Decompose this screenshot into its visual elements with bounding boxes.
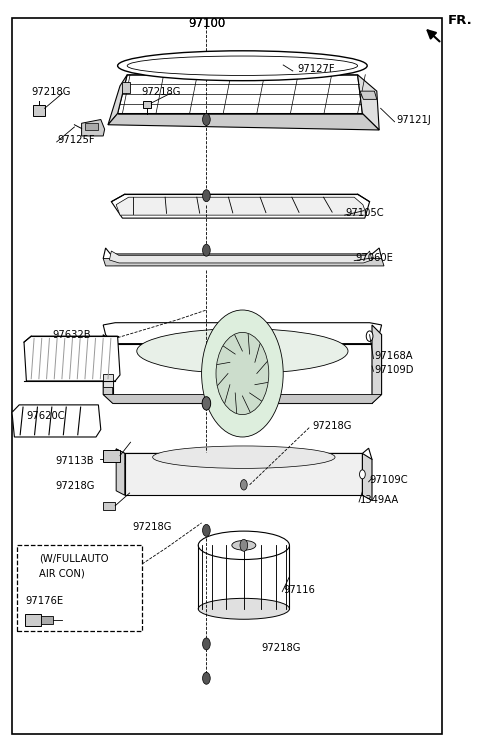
Circle shape xyxy=(240,480,247,490)
Polygon shape xyxy=(111,194,370,218)
Circle shape xyxy=(216,332,269,415)
Text: 97218G: 97218G xyxy=(55,480,95,491)
Circle shape xyxy=(203,244,210,256)
Text: 97632B: 97632B xyxy=(53,330,91,341)
Text: 97218G: 97218G xyxy=(31,87,71,97)
Text: 97176E: 97176E xyxy=(25,596,63,607)
Text: 97060E: 97060E xyxy=(355,253,393,264)
Text: (W/FULLAUTO: (W/FULLAUTO xyxy=(39,554,109,564)
Text: 97100: 97100 xyxy=(188,16,225,30)
Polygon shape xyxy=(12,405,101,437)
Polygon shape xyxy=(25,614,41,626)
Text: 97100: 97100 xyxy=(188,16,225,30)
Polygon shape xyxy=(103,450,120,462)
Polygon shape xyxy=(362,453,372,500)
Circle shape xyxy=(366,331,373,341)
Text: 97218G: 97218G xyxy=(132,521,171,532)
Polygon shape xyxy=(103,394,382,403)
Text: 97218G: 97218G xyxy=(262,643,301,654)
Text: 97121J: 97121J xyxy=(396,114,431,125)
Polygon shape xyxy=(122,82,130,93)
Text: 97113B: 97113B xyxy=(55,456,94,466)
Text: 97168A: 97168A xyxy=(374,351,413,362)
Text: AIR CON): AIR CON) xyxy=(39,568,85,579)
Polygon shape xyxy=(82,120,105,136)
Polygon shape xyxy=(113,344,372,403)
Polygon shape xyxy=(103,502,115,510)
Polygon shape xyxy=(125,453,362,495)
Polygon shape xyxy=(103,248,382,265)
Polygon shape xyxy=(116,448,372,465)
Polygon shape xyxy=(41,616,53,624)
Polygon shape xyxy=(358,75,379,130)
Ellipse shape xyxy=(153,446,335,468)
Polygon shape xyxy=(33,105,45,116)
Polygon shape xyxy=(118,75,362,114)
Ellipse shape xyxy=(198,531,289,560)
Text: 97125F: 97125F xyxy=(58,135,95,146)
Polygon shape xyxy=(108,114,379,130)
Text: 1349AA: 1349AA xyxy=(360,495,399,506)
Polygon shape xyxy=(103,258,384,266)
Text: 97116: 97116 xyxy=(283,585,315,595)
Text: 97109C: 97109C xyxy=(370,475,408,486)
Polygon shape xyxy=(143,101,151,108)
Circle shape xyxy=(203,672,210,684)
Circle shape xyxy=(202,310,283,437)
Circle shape xyxy=(203,190,210,202)
Circle shape xyxy=(202,397,211,410)
Polygon shape xyxy=(103,374,113,387)
Circle shape xyxy=(240,539,248,551)
Text: 97620C: 97620C xyxy=(26,411,65,421)
Circle shape xyxy=(360,470,365,479)
Polygon shape xyxy=(108,75,127,125)
Text: 97105C: 97105C xyxy=(346,208,384,218)
Polygon shape xyxy=(103,323,382,344)
FancyBboxPatch shape xyxy=(17,545,142,631)
Circle shape xyxy=(203,114,210,125)
Ellipse shape xyxy=(137,329,348,374)
Ellipse shape xyxy=(232,540,256,550)
Text: 97218G: 97218G xyxy=(312,421,351,431)
Text: 97127F: 97127F xyxy=(298,63,335,74)
Text: 97218G: 97218G xyxy=(142,87,181,97)
Polygon shape xyxy=(109,251,372,263)
Polygon shape xyxy=(116,197,367,215)
Circle shape xyxy=(203,638,210,650)
Ellipse shape xyxy=(118,51,367,81)
Polygon shape xyxy=(360,91,377,99)
Bar xyxy=(12,18,442,734)
Polygon shape xyxy=(116,449,125,495)
Ellipse shape xyxy=(198,598,289,619)
Text: 97109D: 97109D xyxy=(374,365,414,375)
Polygon shape xyxy=(372,325,382,403)
Polygon shape xyxy=(103,335,113,403)
Polygon shape xyxy=(85,123,98,130)
Circle shape xyxy=(203,524,210,536)
Polygon shape xyxy=(24,336,120,381)
Circle shape xyxy=(203,397,210,409)
Polygon shape xyxy=(198,545,289,609)
Text: FR.: FR. xyxy=(447,14,472,28)
